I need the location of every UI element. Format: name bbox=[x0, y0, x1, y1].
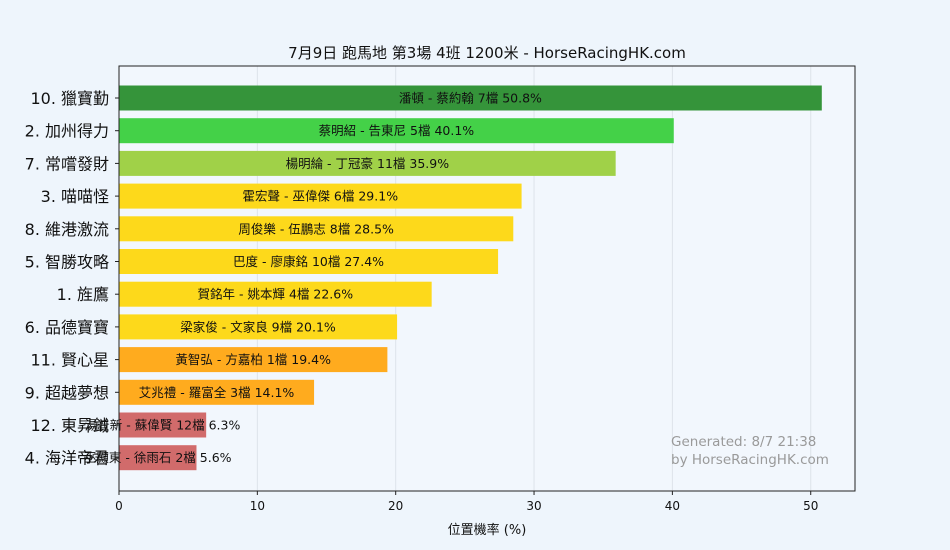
bar-label: 黃智弘 - 方嘉柏 1檔 19.4% bbox=[175, 352, 331, 367]
x-tick-label: 10 bbox=[250, 499, 265, 513]
bar bbox=[119, 445, 197, 471]
bar bbox=[119, 150, 616, 176]
category-label: 1. 旌鷹 bbox=[57, 285, 109, 304]
x-tick-label: 40 bbox=[665, 499, 680, 513]
x-tick-label: 50 bbox=[803, 499, 818, 513]
bar bbox=[119, 85, 822, 111]
bar-label: 艾兆禮 - 羅富全 3檔 14.1% bbox=[139, 385, 295, 400]
bars: 潘頓 - 蔡約翰 7檔 50.8% 蔡明紹 - 告東尼 5檔 40.1% 楊明綸 -… bbox=[84, 85, 822, 471]
category-label: 2. 加州得力 bbox=[25, 122, 109, 141]
generated-note: Generated: 8/7 21:38 bbox=[671, 434, 816, 450]
bar bbox=[119, 281, 432, 307]
bar-label: 湯普新 - 蘇偉賢 12檔 6.3% bbox=[85, 418, 241, 433]
category-label: 7. 常嚐發財 bbox=[25, 154, 109, 173]
bar-label: 巫顯東 - 徐雨石 2檔 5.6% bbox=[84, 450, 232, 465]
y-axis-categories: 10. 獵寶勤 2. 加州得力 7. 常嚐發財 3. 喵喵怪 8. 維港激流 5. 智勝攻… bbox=[25, 89, 119, 468]
category-label: 8. 維港激流 bbox=[25, 220, 109, 239]
x-axis-title: 位置機率 (%) bbox=[448, 522, 527, 538]
x-tick-label: 30 bbox=[526, 499, 541, 513]
bar-label: 楊明綸 - 丁冠豪 11檔 35.9% bbox=[286, 156, 450, 171]
plot-frame bbox=[118, 65, 856, 492]
bar-label: 潘頓 - 蔡約翰 7檔 50.8% bbox=[399, 91, 542, 106]
bar-label: 賀銘年 - 姚本輝 4檔 22.6% bbox=[198, 287, 354, 302]
generated-credit: by HorseRacingHK.com bbox=[671, 452, 829, 468]
chart-title: 7月9日 跑馬地 第3場 4班 1200米 - HorseRacingHK.co… bbox=[288, 44, 686, 62]
bar bbox=[119, 216, 514, 242]
category-label: 10. 獵寶勤 bbox=[30, 89, 109, 108]
bar bbox=[119, 183, 522, 209]
category-label: 4. 海洋帝君 bbox=[25, 449, 109, 468]
category-label: 6. 品德寶寶 bbox=[25, 318, 109, 337]
bar-label: 蔡明紹 - 告東尼 5檔 40.1% bbox=[319, 123, 475, 138]
x-tick-label: 0 bbox=[115, 499, 123, 513]
category-label: 5. 智勝攻略 bbox=[25, 253, 109, 272]
category-label: 12. 東昇鉞 bbox=[30, 416, 109, 435]
bar bbox=[119, 379, 315, 405]
bar bbox=[119, 314, 398, 340]
bar bbox=[119, 249, 499, 274]
x-tick-label: 20 bbox=[388, 499, 403, 513]
bar-label: 周俊樂 - 伍鵬志 8檔 28.5% bbox=[238, 221, 394, 236]
bar-label: 霍宏聲 - 巫偉傑 6檔 29.1% bbox=[243, 189, 399, 204]
category-label: 9. 超越夢想 bbox=[25, 383, 109, 402]
bar-label: 巴度 - 廖康銘 10檔 27.4% bbox=[233, 254, 384, 269]
category-label: 3. 喵喵怪 bbox=[41, 187, 109, 206]
category-label: 11. 賢心星 bbox=[30, 351, 109, 370]
x-axis-ticks: 0 10 20 30 40 50 bbox=[115, 491, 818, 513]
bar bbox=[119, 118, 674, 144]
bar bbox=[119, 347, 388, 373]
bar bbox=[119, 412, 207, 438]
bar-label: 梁家俊 - 文家良 9檔 20.1% bbox=[180, 319, 336, 334]
